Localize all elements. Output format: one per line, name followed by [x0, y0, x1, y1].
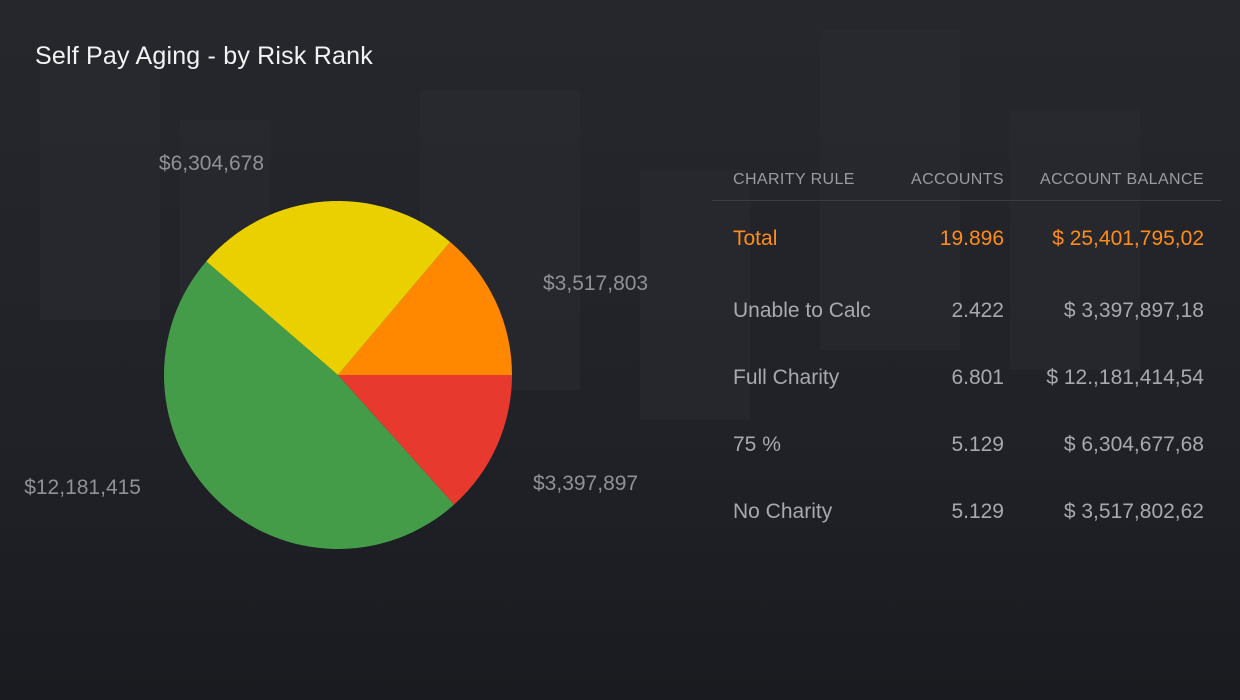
table-row: Unable to Calc 2.422 $ 3,397,897,18 — [712, 277, 1222, 344]
cell-rule: 75 % — [733, 432, 781, 456]
cell-rule: Unable to Calc — [733, 298, 871, 322]
pie-slice — [206, 200, 451, 375]
cell-rule: Full Charity — [733, 365, 840, 389]
cell-accounts: 2.422 — [951, 298, 1004, 322]
cell-accounts: 5.129 — [951, 432, 1004, 456]
table-row: 75 % 5.129 $ 6,304,677,68 — [712, 411, 1222, 478]
pie-slice — [338, 375, 512, 505]
cell-balance: $ 3,397,897,18 — [1063, 298, 1204, 322]
cell-rule: No Charity — [733, 499, 833, 523]
table-row: Full Charity 6.801 $ 12.,181,414,54 — [712, 344, 1222, 411]
header-account-balance: ACCOUNT BALANCE — [1040, 171, 1204, 188]
pie-slice-label: $12,181,415 — [24, 476, 141, 499]
cell-balance: $ 12.,181,414,54 — [1046, 365, 1204, 389]
cell-accounts: 6.801 — [951, 365, 1004, 389]
cell-balance: $ 25,401,795,02 — [1052, 227, 1204, 250]
table-header: CHARITY RULE ACCOUNTS ACCOUNT BALANCE — [712, 160, 1222, 201]
table-row: No Charity 5.129 $ 3,517,802,62 — [712, 478, 1222, 545]
charity-table: CHARITY RULE ACCOUNTS ACCOUNT BALANCE To… — [712, 160, 1222, 545]
pie-slice-label: $6,304,678 — [159, 152, 264, 175]
header-accounts: ACCOUNTS — [911, 171, 1004, 188]
chart-title: Self Pay Aging - by Risk Rank — [35, 42, 373, 70]
cell-balance: $ 6,304,677,68 — [1063, 432, 1204, 456]
cell-accounts: 19.896 — [939, 227, 1004, 250]
pie-slice-label: $3,517,803 — [543, 272, 648, 295]
pie-slice — [338, 241, 512, 375]
header-charity-rule: CHARITY RULE — [733, 171, 855, 188]
pie-slice-label: $3,397,897 — [533, 472, 638, 495]
table-row-total: Total 19.896 $ 25,401,795,02 — [712, 201, 1222, 277]
pie-chart: $3,397,897 $12,181,415 $6,304,678 $3,517,80… — [24, 152, 648, 549]
cell-rule: Total — [733, 227, 778, 250]
cell-balance: $ 3,517,802,62 — [1063, 499, 1204, 523]
pie-slice — [163, 261, 455, 549]
cell-accounts: 5.129 — [951, 499, 1004, 523]
